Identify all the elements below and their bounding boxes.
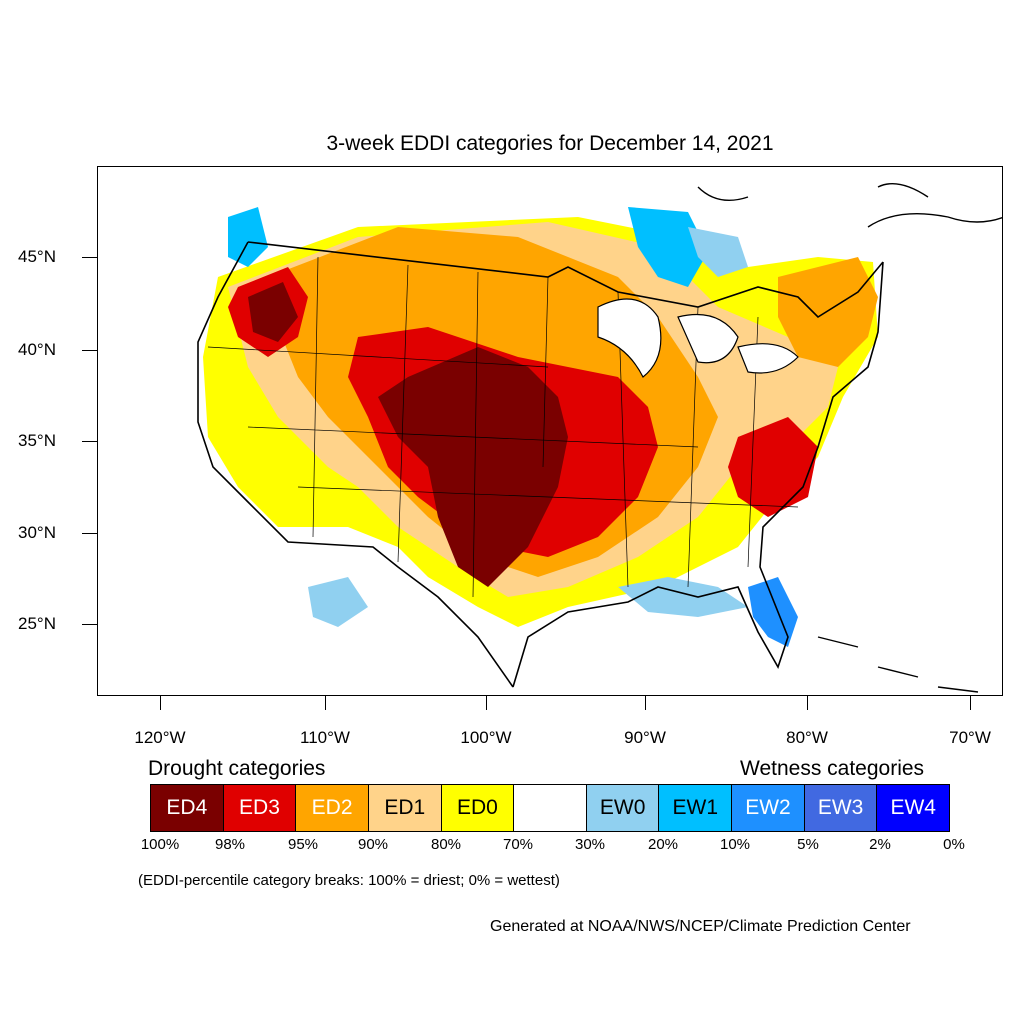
legend-ed1: ED1 [368, 785, 442, 831]
pct-98: 98% [214, 836, 246, 853]
ew1-region-pacific [228, 207, 268, 267]
pct-10: 10% [719, 836, 751, 853]
drought-heading: Drought categories [148, 757, 326, 780]
map-title: 3-week EDDI categories for December 14, … [326, 132, 774, 155]
legend-ed2: ED2 [296, 785, 369, 831]
state-lines [207, 256, 799, 598]
pct-90: 90% [357, 836, 389, 853]
great-lakes [597, 298, 799, 378]
ew0-region-gulf [618, 577, 748, 617]
lon-tick-90 [645, 696, 646, 710]
pct-100: 100% [140, 836, 180, 853]
ew0-region-north [688, 227, 748, 277]
category-note: (EDDI-percentile category breaks: 100% =… [138, 872, 560, 889]
pct-0: 0% [943, 836, 965, 853]
pct-95: 95% [287, 836, 319, 853]
lon-label-100: 100°W [460, 728, 512, 747]
lon-tick-120 [160, 696, 161, 710]
lat-label-30: 30°N [18, 523, 56, 542]
ed3-region-southeast [728, 417, 818, 517]
lat-tick-25 [82, 624, 97, 625]
pct-30: 30% [574, 836, 606, 853]
legend-ed4: ED4 [151, 785, 224, 831]
lat-label-45: 45°N [18, 247, 56, 266]
lat-tick-35 [82, 441, 97, 442]
map-canvas [197, 183, 1002, 693]
lon-tick-100 [486, 696, 487, 710]
pct-80: 80% [430, 836, 462, 853]
eddi-map [97, 166, 1003, 696]
legend-bar: ED4 ED3 ED2 ED1 ED0 EW0 EW1 EW2 EW3 EW4 [150, 784, 950, 832]
lon-label-70: 70°W [949, 728, 991, 747]
legend-ew2: EW2 [732, 785, 805, 831]
lat-tick-45 [82, 257, 97, 258]
caribbean-islands [817, 636, 979, 693]
lon-tick-80 [807, 696, 808, 710]
lon-tick-70 [970, 696, 971, 710]
lon-tick-110 [325, 696, 326, 710]
us-border-outline [197, 241, 884, 688]
lon-label-110: 110°W [300, 728, 350, 747]
lat-label-40: 40°N [18, 340, 56, 359]
pct-70: 70% [502, 836, 534, 853]
lat-tick-30 [82, 533, 97, 534]
ew0-region-mexico [308, 577, 368, 627]
pct-20: 20% [647, 836, 679, 853]
canada-coastline [697, 183, 1002, 228]
ed4-region-northwest [248, 282, 298, 342]
pct-2: 2% [869, 836, 891, 853]
wetness-heading: Wetness categories [740, 757, 925, 780]
legend-ew4: EW4 [877, 785, 950, 831]
lon-label-120: 120°W [134, 728, 186, 747]
lon-label-90: 90°W [624, 728, 666, 747]
lon-label-80: 80°W [786, 728, 828, 747]
pct-5: 5% [797, 836, 819, 853]
lat-tick-40 [82, 350, 97, 351]
legend-ed0: ED0 [441, 785, 515, 831]
legend-ew3: EW3 [804, 785, 878, 831]
legend-normal [514, 785, 587, 831]
legend-ew1: EW1 [659, 785, 733, 831]
ed4-region [378, 347, 568, 587]
legend-ed3: ED3 [223, 785, 297, 831]
ed2-region-northeast [778, 257, 878, 367]
credit-line: Generated at NOAA/NWS/NCEP/Climate Predi… [490, 918, 911, 935]
lat-label-35: 35°N [18, 431, 56, 450]
legend-ew0: EW0 [586, 785, 660, 831]
ew2-region-florida [748, 577, 798, 647]
lat-label-25: 25°N [18, 614, 56, 633]
